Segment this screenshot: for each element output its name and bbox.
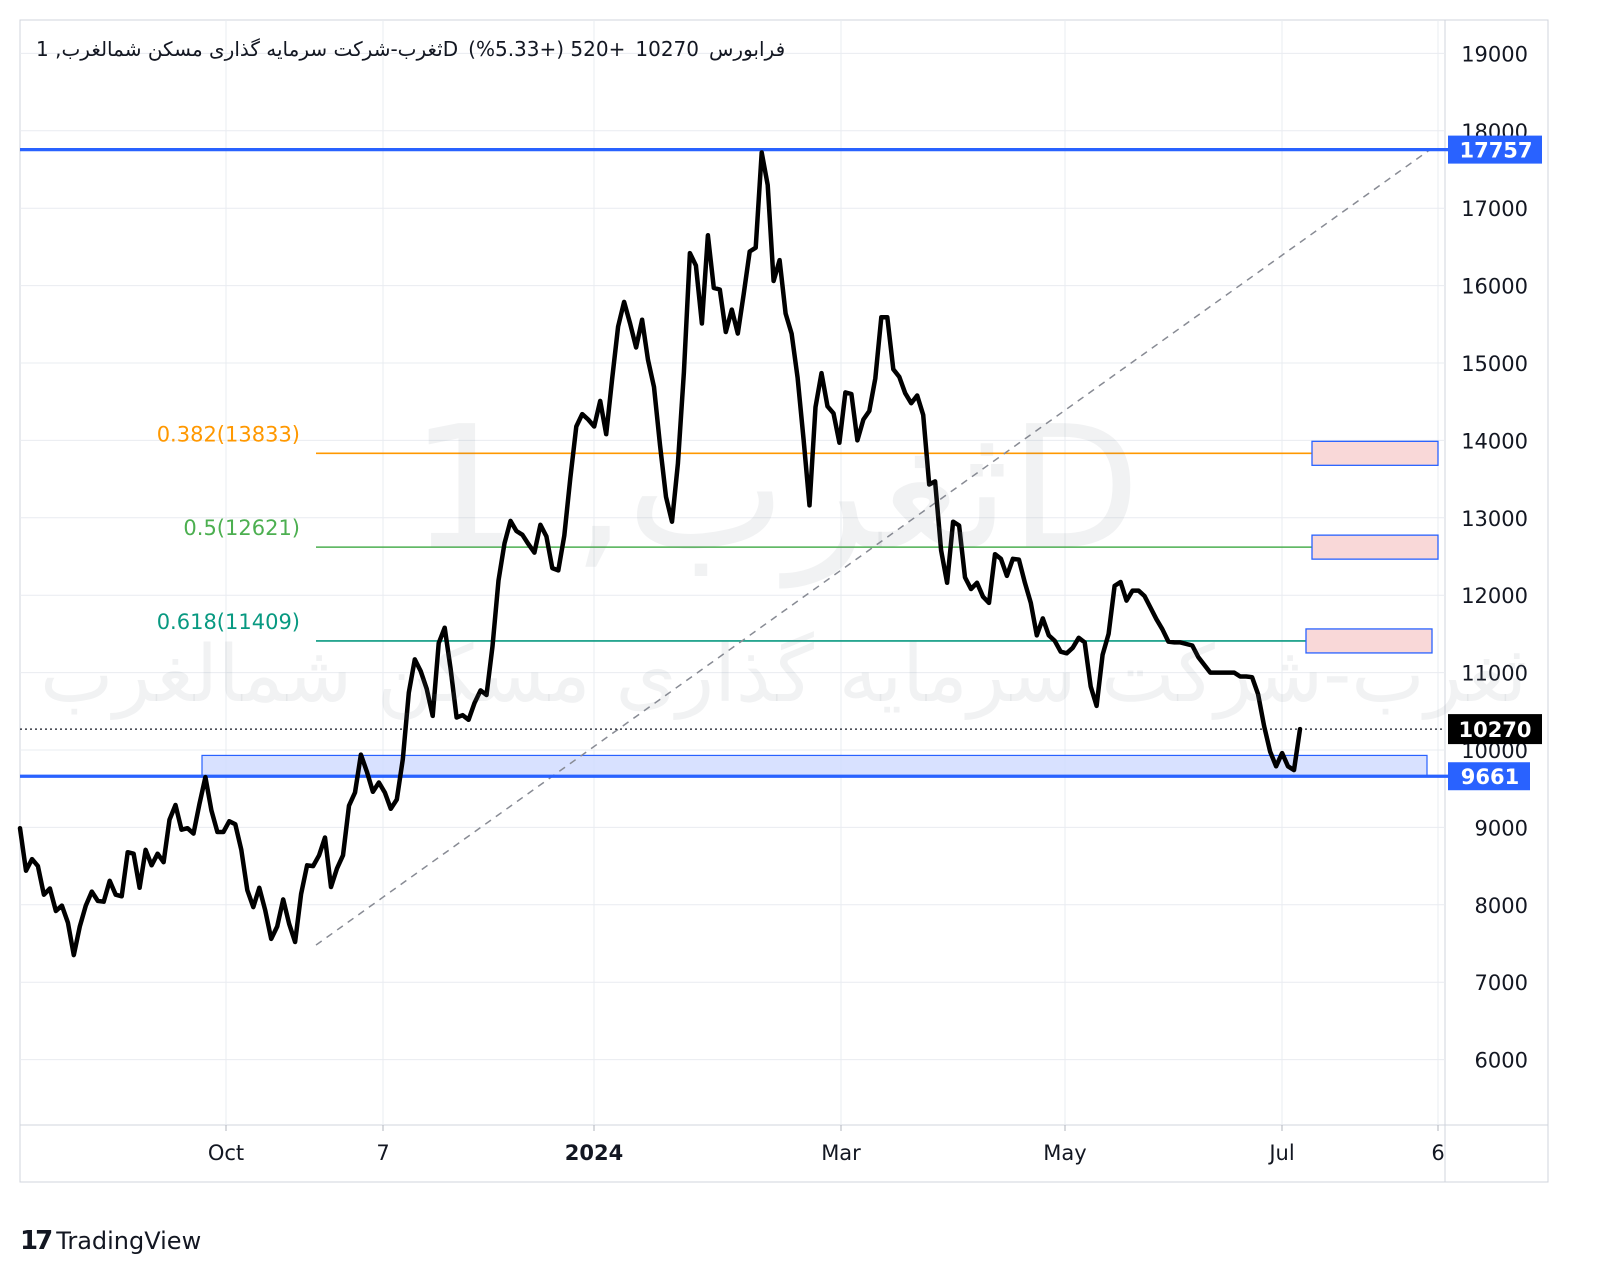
chart-header: ثغرب-شرکت سرمایه گذاری مسکن شمالغرب, 1D ف… [36, 37, 795, 61]
x-tick-label: 7 [376, 1141, 389, 1165]
tradingview-logo[interactable]: 17 TradingView [20, 1226, 201, 1256]
price-series-line [17, 150, 1303, 958]
fib-0618-label: 0.618(11409) [157, 610, 300, 634]
x-tick-label: Oct [208, 1141, 244, 1165]
y-tick-label: 14000 [1461, 429, 1528, 453]
last-price-value: 10270 [1458, 718, 1531, 742]
fib-05-label: 0.5(12621) [183, 516, 300, 540]
y-tick-label: 8000 [1475, 894, 1528, 918]
y-tick-label: 11000 [1461, 662, 1528, 686]
x-tick-label: Jul [1267, 1141, 1294, 1165]
horizontal-level-badge [1448, 135, 1542, 164]
x-tick-label: May [1043, 1141, 1086, 1165]
x-tick-label: 2024 [565, 1141, 623, 1165]
tradingview-brand-name: TradingView [56, 1227, 202, 1255]
exchange-label: فرابورس [709, 37, 786, 61]
y-tick-label: 7000 [1475, 971, 1528, 995]
y-tick-label: 16000 [1461, 275, 1528, 299]
y-tick-label: 15000 [1461, 352, 1528, 376]
y-tick-label: 13000 [1461, 507, 1528, 531]
horizontal-level-badge [1448, 762, 1530, 791]
y-tick-label: 9000 [1475, 816, 1528, 840]
target-box [1311, 534, 1439, 560]
target-box [1305, 628, 1433, 654]
target-box [1311, 440, 1439, 466]
tradingview-logo-icon: 17 [20, 1226, 53, 1256]
y-tick-label: 6000 [1475, 1049, 1528, 1073]
horizontal-level-label: 17757 [1459, 139, 1532, 163]
y-tick-label: 19000 [1461, 42, 1528, 66]
last-price-badge [1448, 714, 1542, 745]
y-tick-label: 17000 [1461, 197, 1528, 221]
chart-frame [19, 19, 1549, 1183]
support-zone [201, 754, 1428, 777]
horizontal-level-label: 9661 [1461, 765, 1519, 789]
x-tick-label: Mar [821, 1141, 861, 1165]
x-tick-label: 6 [1431, 1141, 1444, 1165]
y-tick-label: 12000 [1461, 584, 1528, 608]
change-label: +520 (+5.33%) [468, 37, 626, 61]
fib-0382-label: 0.382(13833) [157, 422, 300, 446]
last-price-label: 10270 [635, 37, 699, 61]
symbol-title[interactable]: ثغرب-شرکت سرمایه گذاری مسکن شمالغرب, 1D [36, 37, 459, 61]
